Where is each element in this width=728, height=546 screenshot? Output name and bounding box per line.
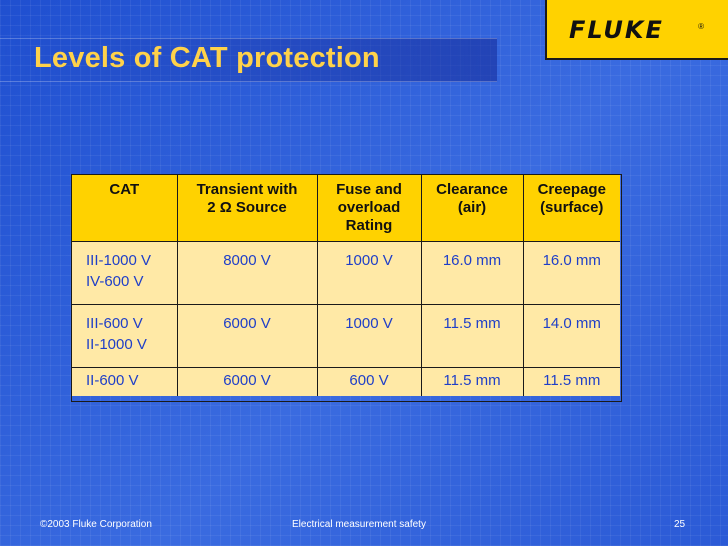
table-row: II-600 V 6000 V 600 V 11.5 mm 11.5 mm [72, 367, 620, 396]
cell-cat: III-600 V II-1000 V [72, 304, 178, 368]
header-line: CAT [109, 181, 140, 198]
cell-creepage: 14.0 mm [523, 304, 620, 368]
table-row: III-600 V II-1000 V 6000 V 1000 V 11.5 m… [72, 304, 620, 368]
header-fuse: Fuse and overload Rating [317, 175, 422, 242]
header-line: 2 Ω Source [207, 199, 287, 216]
header-line: (surface) [540, 199, 604, 216]
title-bar [0, 38, 497, 82]
fluke-logo: FLUKE ® [545, 0, 728, 60]
cell-transient: 6000 V [177, 304, 318, 368]
cell-fuse: 1000 V [317, 241, 422, 305]
header-line: Rating [345, 217, 393, 234]
header-line: Clearance [436, 181, 508, 198]
cell-clearance: 11.5 mm [421, 367, 524, 396]
cell-fuse: 1000 V [317, 304, 422, 368]
header-cat: CAT [72, 175, 178, 242]
cell-cat: II-600 V [72, 367, 178, 396]
page-number: 25 [674, 519, 686, 530]
cat-protection-table: CAT Transient with 2 Ω Source Fuse and o… [72, 175, 620, 396]
table-row: III-1000 V IV-600 V 8000 V 1000 V 16.0 m… [72, 241, 620, 305]
cat-line: III-600 V [86, 315, 143, 332]
header-line: Fuse and [336, 181, 402, 198]
header-line: (air) [457, 199, 487, 216]
cat-line: III-1000 V [86, 252, 152, 269]
cat-line: IV-600 V [86, 273, 144, 290]
cell-creepage: 16.0 mm [523, 241, 620, 305]
cat-line: II-1000 V [86, 336, 147, 353]
cell-transient: 6000 V [177, 367, 318, 396]
header-creepage: Creepage (surface) [523, 175, 620, 242]
registered-mark: ® [698, 22, 704, 31]
header-transient: Transient with 2 Ω Source [177, 175, 318, 242]
slide-title: Levels of CAT protection [34, 42, 380, 74]
cell-fuse: 600 V [317, 367, 422, 396]
footer-copyright: ©2003 Fluke Corporation [40, 519, 152, 530]
header-line: Creepage [537, 181, 606, 198]
cell-clearance: 16.0 mm [421, 241, 524, 305]
cell-creepage: 11.5 mm [523, 367, 620, 396]
table-header-row: CAT Transient with 2 Ω Source Fuse and o… [72, 175, 620, 242]
header-line: overload [337, 199, 401, 216]
header-line: Transient with [196, 181, 298, 198]
footer-subject: Electrical measurement safety [292, 519, 426, 530]
fluke-logo-text: FLUKE [569, 16, 664, 44]
cell-transient: 8000 V [177, 241, 318, 305]
cell-cat: III-1000 V IV-600 V [72, 241, 178, 305]
header-clearance: Clearance (air) [421, 175, 524, 242]
cell-clearance: 11.5 mm [421, 304, 524, 368]
